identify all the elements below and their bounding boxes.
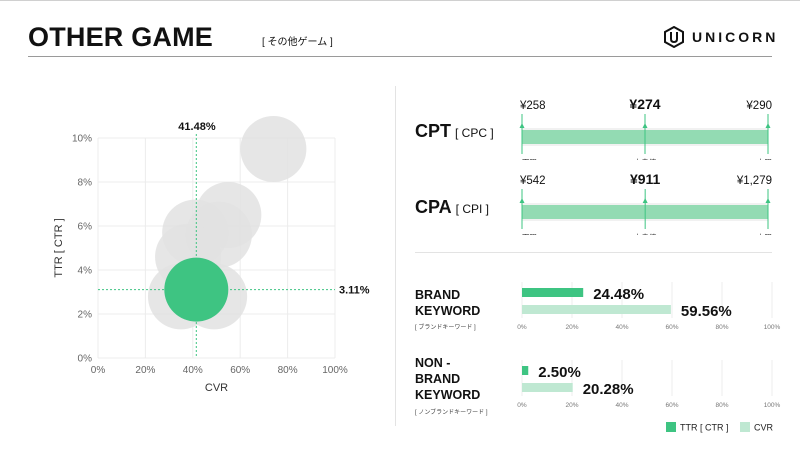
brand-bar-ttr bbox=[522, 288, 584, 297]
page-subtitle: [ その他ゲーム ] bbox=[262, 37, 333, 48]
brand-tick-label: 20% bbox=[565, 324, 578, 331]
cpa-value-label: ¥911 bbox=[630, 171, 661, 187]
nonbrand-value-label: 2.50% bbox=[538, 364, 581, 381]
x-axis-label: CVR bbox=[205, 382, 228, 394]
y-tick-label: 8% bbox=[78, 178, 93, 189]
y-tick-label: 6% bbox=[78, 222, 93, 233]
unicorn-logo-icon bbox=[664, 26, 684, 48]
page-title: OTHER GAME bbox=[28, 22, 214, 52]
nonbrand-bar-ttr bbox=[522, 366, 529, 375]
brand-keyword-label: BRAND KEYWORD bbox=[415, 288, 481, 318]
cpa-value-label: ¥542 bbox=[519, 175, 546, 187]
bubble-tick-labels: 0% 20% 40% 60% 80% 100% 0% 2% 4% 6% 8% 10% bbox=[72, 134, 348, 377]
cpt-value-label: ¥274 bbox=[629, 96, 660, 112]
nonbrand-keyword-sublabel: [ ノンブランドキーワード ] bbox=[415, 410, 488, 416]
bubble-point-highlight bbox=[164, 257, 229, 322]
bubble-points bbox=[147, 116, 307, 330]
nonbrand-tick-label: 80% bbox=[715, 402, 728, 409]
cpa-label-group: CPA[ CPI ] bbox=[415, 197, 489, 218]
nonbrand-tick-label: 60% bbox=[665, 402, 678, 409]
brand-tick-label: 40% bbox=[615, 324, 628, 331]
x-tick-label: 40% bbox=[183, 365, 203, 376]
brand-bars: 0% 20% 40% 60% 80% 100% 24.48% 59.56% bbox=[517, 282, 781, 331]
cpt-value-label: ¥290 bbox=[745, 100, 772, 112]
nonbrand-bars: 0% 20% 40% 60% 80% 100% 2.50%20.28% bbox=[517, 360, 781, 409]
cpt-tick-label: 中央値 bbox=[634, 157, 657, 160]
cpt-range-chart: ¥258 ¥274 ¥290 下限 中央値 上限 bbox=[519, 96, 772, 160]
cpa-label: CPA bbox=[415, 197, 452, 217]
legend-ttr-swatch bbox=[666, 422, 676, 432]
nonbrand-bar-chart: 0% 20% 40% 60% 80% 100% 2.50%20.28% bbox=[517, 360, 781, 409]
y-tick-label: 2% bbox=[78, 310, 93, 321]
section-divider-vertical bbox=[395, 86, 396, 426]
cpa-range-marks: ¥542 ¥911 ¥1,279 下限 中央値 上限 bbox=[519, 171, 772, 235]
cpt-value-label: ¥258 bbox=[519, 100, 546, 112]
y-reference-label: 3.11% bbox=[339, 285, 370, 297]
brand-bar-chart: 0% 20% 40% 60% 80% 100% 24.48% 59.56% bbox=[517, 282, 781, 331]
section-divider-horizontal bbox=[415, 252, 772, 253]
cpa-sublabel: [ CPI ] bbox=[455, 202, 490, 216]
x-tick-label: 60% bbox=[230, 365, 250, 376]
nonbrand-value-label: 20.28% bbox=[583, 381, 634, 398]
nonbrand-keyword-label: NON - BRAND KEYWORD bbox=[415, 356, 481, 402]
x-tick-label: 0% bbox=[91, 365, 106, 376]
logo-text: UNICORN bbox=[692, 29, 779, 45]
cpt-tick-marker bbox=[642, 123, 648, 128]
legend-cvr-swatch bbox=[740, 422, 750, 432]
cpa-range-chart: ¥542 ¥911 ¥1,279 下限 中央値 上限 bbox=[519, 171, 772, 235]
y-tick-label: 10% bbox=[72, 134, 92, 145]
x-tick-label: 100% bbox=[322, 365, 348, 376]
y-tick-label: 0% bbox=[78, 354, 93, 365]
brand-tick-label: 80% bbox=[715, 324, 728, 331]
brand-logo: UNICORN bbox=[664, 26, 778, 48]
legend: TTR [ CTR ] CVR bbox=[666, 422, 774, 433]
cpa-tick-label: 下限 bbox=[522, 233, 537, 235]
cpt-label: CPT bbox=[415, 121, 451, 141]
brand-tick-label: 100% bbox=[764, 324, 781, 331]
cpa-tick-label: 中央値 bbox=[634, 232, 657, 235]
cpt-range-marks: ¥258 ¥274 ¥290 下限 中央値 上限 bbox=[519, 96, 772, 160]
x-reference-label: 41.48% bbox=[178, 121, 216, 133]
brand-tick-label: 60% bbox=[665, 324, 678, 331]
nonbrand-tick-label: 20% bbox=[565, 402, 578, 409]
brand-value-label: 24.48% bbox=[593, 286, 644, 303]
cpa-tick-marker bbox=[519, 198, 525, 203]
brand-tick-label: 0% bbox=[517, 324, 527, 331]
cpt-sublabel: [ CPC ] bbox=[455, 126, 494, 140]
cpa-tick-marker bbox=[765, 198, 771, 203]
bubble-reference-lines bbox=[98, 134, 335, 358]
y-axis-label: TTR [ CTR ] bbox=[53, 218, 65, 277]
nonbrand-tick-label: 0% bbox=[517, 402, 527, 409]
x-tick-label: 20% bbox=[135, 365, 155, 376]
cpt-tick-marker bbox=[765, 123, 771, 128]
cpt-label-group: CPT [ CPC ] bbox=[415, 121, 494, 142]
bubble-chart: 0% 20% 40% 60% 80% 100% 0% 2% 4% 6% 8% 10% CVR TTR … bbox=[53, 116, 370, 394]
brand-value-label: 59.56% bbox=[681, 303, 732, 320]
cpa-tick-marker bbox=[642, 198, 648, 203]
cpt-tick-label: 下限 bbox=[522, 158, 537, 160]
brand-keyword-sublabel: [ ブランドキーワード ] bbox=[415, 325, 476, 331]
brand-bar-cvr bbox=[522, 305, 671, 314]
cpt-tick-marker bbox=[519, 123, 525, 128]
nonbrand-tick-label: 100% bbox=[764, 402, 781, 409]
cpa-value-label: ¥1,279 bbox=[736, 175, 772, 187]
cpt-tick-label: 上限 bbox=[757, 158, 772, 160]
x-tick-label: 80% bbox=[278, 365, 298, 376]
nonbrand-tick-label: 40% bbox=[615, 402, 628, 409]
header-divider bbox=[28, 56, 772, 57]
legend-ttr-label: TTR [ CTR ] bbox=[680, 423, 729, 433]
y-tick-label: 4% bbox=[78, 266, 93, 277]
legend-cvr-label: CVR bbox=[754, 423, 774, 433]
cpa-tick-label: 上限 bbox=[757, 233, 772, 235]
nonbrand-bar-cvr bbox=[522, 383, 573, 392]
bubble-point bbox=[240, 116, 307, 182]
top-border bbox=[0, 0, 800, 1]
